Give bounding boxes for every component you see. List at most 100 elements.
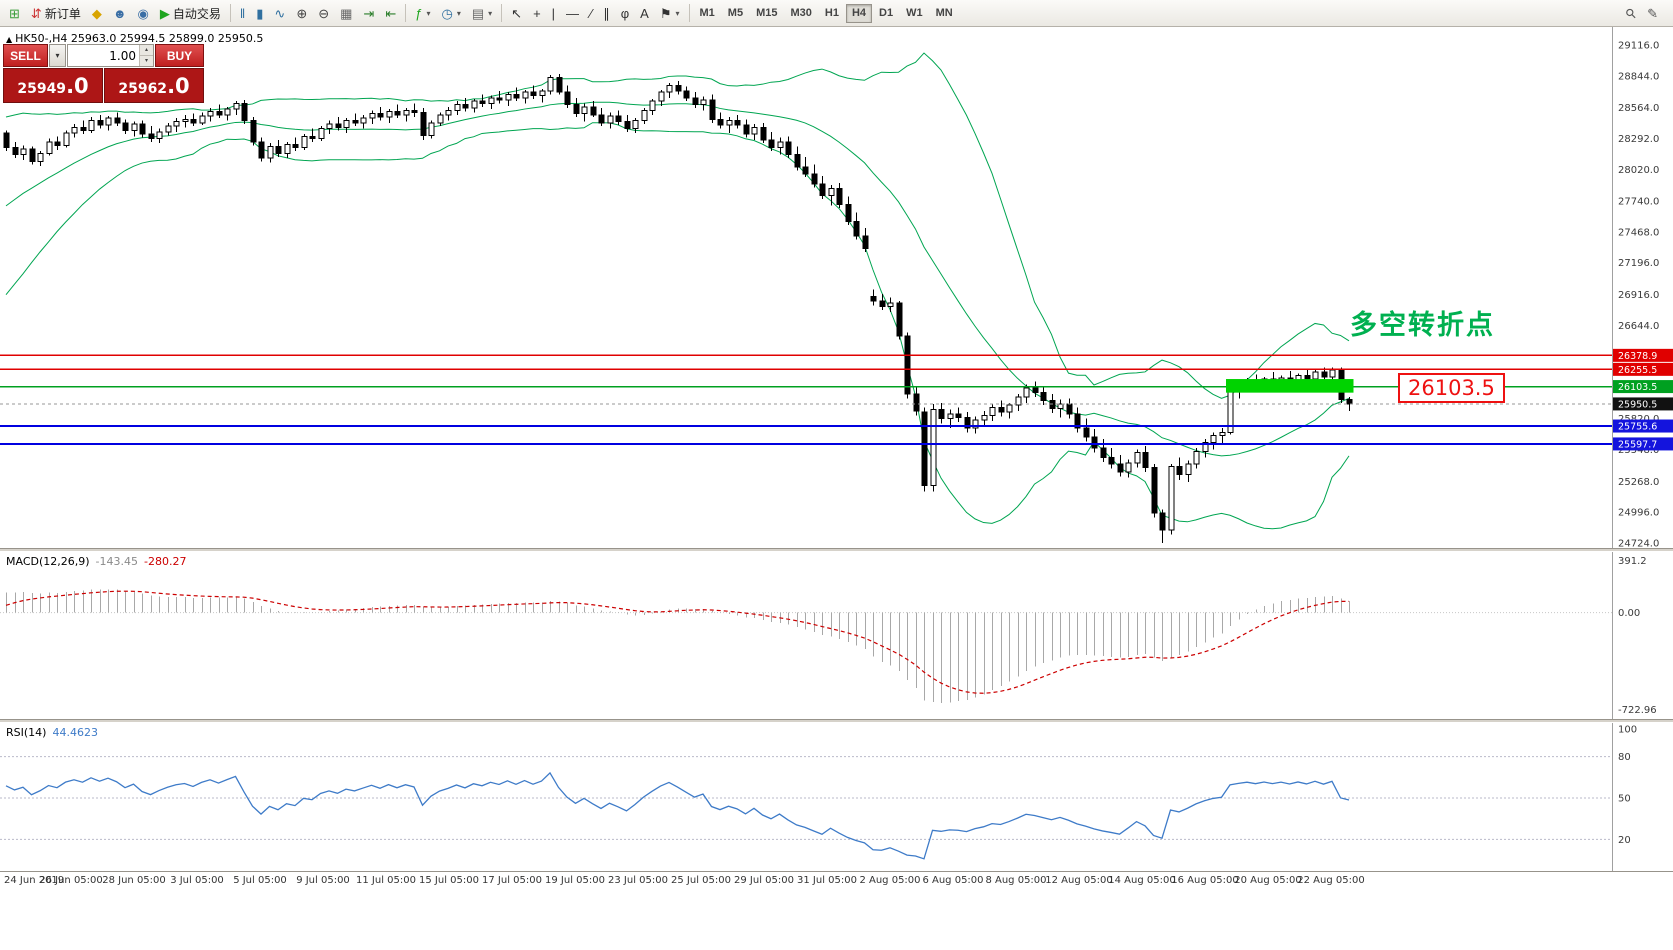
sell-button[interactable]: SELL: [3, 44, 48, 67]
timeframe-M1[interactable]: M1: [694, 4, 721, 23]
price-axis-label: 24724.0: [1618, 539, 1659, 549]
bollinger-bands: [5, 52, 1350, 530]
buy-button[interactable]: BUY: [155, 44, 204, 67]
edit-icon[interactable]: ✎: [1642, 3, 1663, 24]
toolbar-separator: [229, 4, 231, 22]
timeframe-M30[interactable]: M30: [784, 4, 817, 23]
macd-svg: 391.2 0.00 -722.96: [0, 552, 1657, 719]
price-axis-label: 24996.0: [1618, 508, 1659, 519]
main-toolbar: ⊞ ⇵ 新订单 ◆ ☻ ◉ ▶ 自动交易 ‖ ▮ ∿ ⊕ ⊖ ▦ ⇥ ⇤ ƒ ▾ ◷ ▾ ▤ ▾ ↖ + | — ∕ ∥ φ A ⚑ ▾ M1 M…: [0, 0, 1673, 27]
navigator-icon[interactable]: ☻: [108, 3, 132, 24]
price-badge: [1613, 348, 1673, 362]
bar-chart-icon[interactable]: ‖: [235, 3, 250, 24]
new-order-button[interactable]: ⇵ 新订单: [26, 3, 86, 24]
vertical-line-icon-glyph: |: [551, 5, 556, 21]
line-chart-icon[interactable]: ∿: [269, 3, 290, 24]
price-badge: [1613, 437, 1673, 451]
time-axis-label: 16 Aug 05:00: [1171, 875, 1239, 886]
tile-windows-icon-glyph: ▦: [340, 5, 353, 21]
new-chart-icon[interactable]: ⊞: [4, 3, 25, 24]
cursor-icon[interactable]: ↖: [506, 3, 527, 24]
zoom-out-icon[interactable]: ⊖: [313, 3, 334, 24]
time-axis[interactable]: 24 Jun 2019 26 Jun 05:00 28 Jun 05:00 3 Jul…: [0, 871, 1673, 890]
time-axis-label: 26 Jun 05:00: [39, 875, 103, 886]
chart-title-ohlc: 25963.0 25994.5 25899.0 25950.5: [70, 32, 264, 45]
rsi-axis-label: 50: [1618, 794, 1631, 805]
bollinger-middle-band: [5, 101, 1350, 457]
crosshair-icon[interactable]: +: [528, 3, 546, 24]
price-axis-label: 25268.0: [1618, 477, 1659, 488]
timeframe-MN[interactable]: MN: [930, 4, 959, 23]
price-badge: [1613, 397, 1673, 411]
time-axis-label: 20 Aug 05:00: [1234, 875, 1302, 886]
market-watch-icon-glyph: ◆: [91, 5, 102, 21]
macd-label: MACD(12,26,9) -143.45 -280.27: [6, 555, 192, 568]
periods-dropdown[interactable]: ◷ ▾: [436, 3, 465, 24]
price-axis-label: 26644.0: [1618, 321, 1659, 332]
price-tag-label: 26103.5: [1398, 373, 1505, 403]
terminal-icon-glyph: ◉: [137, 5, 149, 21]
vertical-line-icon[interactable]: |: [547, 3, 560, 24]
price-axis-label: 28292.0: [1618, 134, 1659, 145]
line-chart-icon-glyph: ∿: [274, 5, 286, 21]
periods-dropdown-glyph: ◷: [441, 5, 453, 21]
panel-divider[interactable]: [0, 548, 1673, 552]
price-badge: [1613, 419, 1673, 433]
price-chart-panel[interactable]: 29116.0 28844.0 28564.0 28292.0 28020.0 27740…: [0, 27, 1673, 548]
horizontal-line-icon[interactable]: —: [561, 3, 584, 24]
indicators-dropdown-caret-icon: ▾: [426, 8, 431, 18]
timeframe-H4[interactable]: H4: [845, 3, 872, 23]
horizontal-levels[interactable]: [0, 354, 1612, 445]
indicators-dropdown[interactable]: ƒ ▾: [410, 3, 435, 24]
autotrading-button[interactable]: ▶ 自动交易: [155, 3, 226, 24]
price-chart-svg[interactable]: 29116.0 28844.0 28564.0 28292.0 28020.0 27740…: [0, 27, 1673, 548]
toolbar-separator: [405, 4, 407, 22]
trade-options-dropdown[interactable]: ▾: [49, 44, 66, 67]
price-axis[interactable]: 29116.0 28844.0 28564.0 28292.0 28020.0 27740…: [1612, 27, 1673, 549]
rsi-label: RSI(14) 44.4623: [6, 726, 104, 739]
timeframe-M5[interactable]: M5: [722, 4, 749, 23]
price-axis-label: 27196.0: [1618, 258, 1659, 269]
search-icon[interactable]: ⚲: [1621, 3, 1641, 24]
templates-dropdown-glyph: ▤: [471, 5, 485, 21]
timeframe-W1[interactable]: W1: [900, 4, 929, 23]
volume-input[interactable]: [68, 45, 139, 66]
price-badge-label: 26103.5: [1618, 382, 1657, 393]
rsi-line: [5, 771, 1350, 860]
highlight-rectangle[interactable]: [1226, 379, 1354, 393]
volume-down-button[interactable]: ▾: [140, 56, 153, 66]
trendline-icon[interactable]: ∕: [585, 3, 597, 24]
macd-panel[interactable]: 391.2 0.00 -722.96 MACD(12,26,9) -143.45 -28…: [0, 552, 1673, 719]
channel-icon[interactable]: ∥: [598, 3, 615, 24]
time-axis-label: 25 Jul 05:00: [671, 875, 731, 886]
candlestick-chart-icon[interactable]: ▮: [251, 3, 268, 24]
fibonacci-icon[interactable]: φ: [616, 3, 634, 24]
buy-price-display[interactable]: 25962.0: [104, 68, 204, 103]
auto-scroll-icon[interactable]: ⇥: [358, 3, 379, 24]
price-axis-label: 26916.0: [1618, 290, 1659, 301]
rsi-panel[interactable]: 100 80 50 20 RSI(14) 44.4623: [0, 723, 1673, 871]
time-axis-label: 29 Jul 05:00: [734, 875, 794, 886]
timeframe-H1[interactable]: H1: [819, 4, 845, 23]
arrows-dropdown[interactable]: ⚑ ▾: [655, 3, 685, 24]
text-icon[interactable]: A: [635, 3, 654, 24]
templates-dropdown[interactable]: ▤ ▾: [467, 3, 497, 24]
terminal-icon[interactable]: ◉: [133, 3, 154, 24]
timeframe-D1[interactable]: D1: [873, 4, 899, 23]
tile-windows-icon[interactable]: ▦: [335, 3, 357, 24]
new-order-button-label: 新订单: [44, 6, 81, 21]
timeframe-M15[interactable]: M15: [750, 4, 783, 23]
chart-shift-icon[interactable]: ⇤: [380, 3, 401, 24]
time-axis-label: 11 Jul 05:00: [356, 875, 416, 886]
panel-divider[interactable]: [0, 719, 1673, 723]
market-watch-icon[interactable]: ◆: [87, 3, 107, 24]
chart-title-symbol: HK50-,H4: [15, 32, 68, 45]
time-axis-label: 3 Jul 05:00: [170, 875, 224, 886]
time-axis-label: 19 Jul 05:00: [545, 875, 605, 886]
sell-price-display[interactable]: 25949.0: [3, 68, 103, 103]
bollinger-lower-band: [5, 122, 1350, 530]
volume-up-button[interactable]: ▴: [140, 45, 153, 56]
channel-icon-glyph: ∥: [603, 5, 610, 21]
zoom-in-icon[interactable]: ⊕: [291, 3, 312, 24]
time-axis-label: 24 Jun 2019: [4, 875, 65, 886]
